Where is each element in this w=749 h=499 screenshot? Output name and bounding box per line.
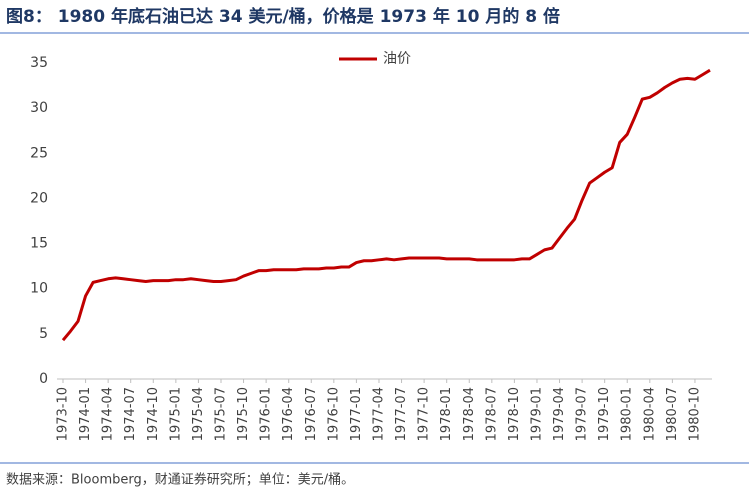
x-tick-label: 1976-04 <box>281 387 296 441</box>
x-tick-label: 1977-10 <box>417 387 432 441</box>
x-tick-label: 1979-10 <box>597 387 612 441</box>
x-tick-label: 1973-10 <box>56 387 71 441</box>
x-tick-label: 1978-01 <box>439 387 454 441</box>
x-tick-label: 1975-01 <box>168 387 183 441</box>
x-tick-label: 1977-04 <box>371 387 386 441</box>
x-tick-label: 1976-07 <box>304 387 319 441</box>
y-tick-label: 0 <box>39 371 48 387</box>
y-tick-label: 15 <box>30 236 48 252</box>
y-tick-label: 35 <box>30 55 48 71</box>
x-tick-label: 1976-10 <box>326 387 341 441</box>
x-tick-label: 1979-07 <box>575 387 590 441</box>
x-tick-label: 1977-01 <box>349 387 364 441</box>
x-tick-label: 1977-07 <box>394 387 409 441</box>
x-tick-label: 1974-07 <box>123 387 138 441</box>
series-line <box>61 68 711 342</box>
x-tick-label: 1974-01 <box>78 387 93 441</box>
x-tick-label: 1975-07 <box>213 387 228 441</box>
x-tick-label: 1978-10 <box>507 387 522 441</box>
x-tick-label: 1978-04 <box>462 387 477 441</box>
x-tick-label: 1980-07 <box>665 387 680 441</box>
x-tick-label: 1980-10 <box>687 387 702 441</box>
x-tick-label: 1979-01 <box>529 387 544 441</box>
y-tick-label: 25 <box>30 145 48 161</box>
x-tick-label: 1974-04 <box>101 387 116 441</box>
x-tick-label: 1980-04 <box>642 387 657 441</box>
y-tick-label: 20 <box>30 190 48 206</box>
source-note: 数据来源：Bloomberg，财通证券研究所；单位：美元/桶。 <box>6 472 354 488</box>
x-tick-label: 1975-10 <box>236 387 251 441</box>
chart-title: 图8： 1980 年底石油已达 34 美元/桶，价格是 1973 年 10 月的… <box>6 6 560 27</box>
x-tick-label: 1975-04 <box>191 387 206 441</box>
x-tick-label: 1980-01 <box>620 387 635 441</box>
x-tick-label: 1978-07 <box>484 387 499 441</box>
x-tick-label: 1979-04 <box>552 387 567 441</box>
y-tick-label: 30 <box>30 100 48 116</box>
x-tick-label: 1976-01 <box>259 387 274 441</box>
y-tick-label: 5 <box>39 326 48 342</box>
legend-label: 油价 <box>383 51 411 67</box>
x-tick-label: 1974-10 <box>146 387 161 441</box>
y-tick-label: 10 <box>30 281 48 297</box>
